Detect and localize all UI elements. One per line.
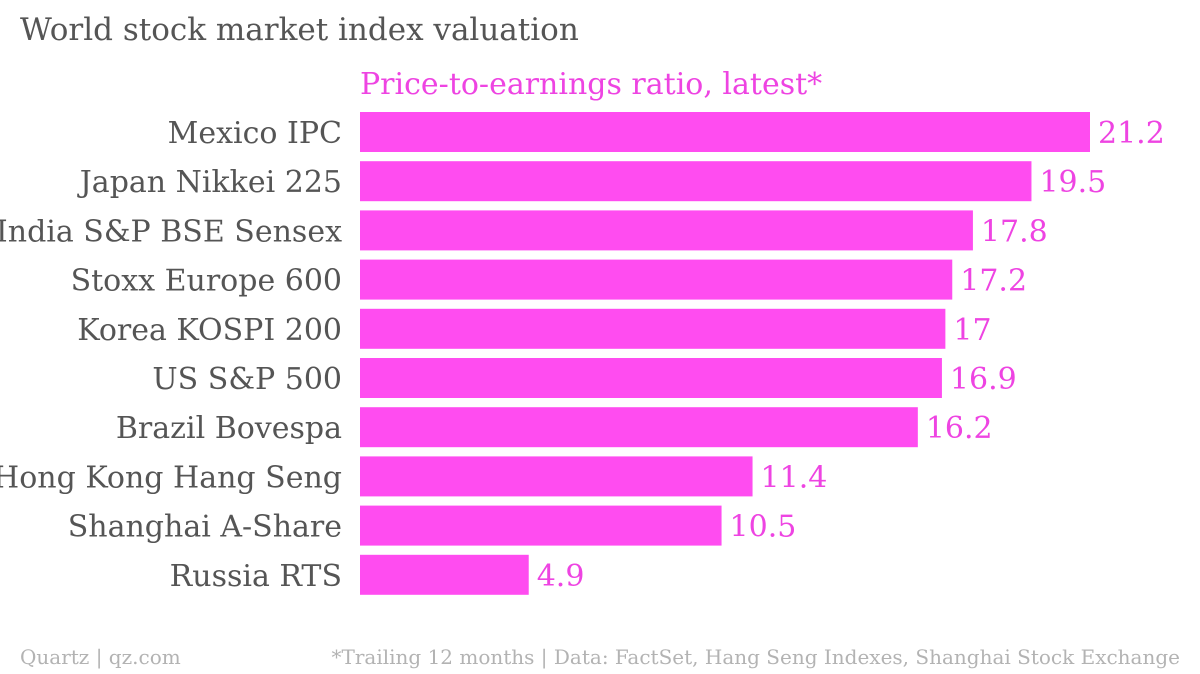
- bar: [360, 161, 1032, 202]
- value-label: 19.5: [1039, 165, 1106, 200]
- category-label: US S&P 500: [152, 362, 342, 397]
- value-label: 11.4: [761, 460, 828, 495]
- footer-note: *Trailing 12 months | Data: FactSet, Han…: [331, 645, 1180, 669]
- bar: [360, 456, 753, 497]
- category-label: Shanghai A-Share: [68, 510, 342, 545]
- value-label: 16.2: [926, 411, 993, 446]
- value-label: 10.5: [730, 510, 797, 545]
- series-title: Price-to-earnings ratio, latest*: [360, 67, 822, 102]
- value-label: 16.9: [950, 362, 1017, 397]
- category-label: India S&P BSE Sensex: [0, 214, 342, 249]
- bar: [360, 505, 722, 546]
- bar-row: Mexico IPC 21.2: [168, 112, 1165, 152]
- bar: [360, 112, 1090, 152]
- bar: [360, 210, 973, 251]
- bar-row: Japan Nikkei 225 19.5: [77, 161, 1106, 202]
- bar-row: Hong Kong Hang Seng 11.4: [0, 456, 828, 497]
- bar-row: India S&P BSE Sensex 17.8: [0, 210, 1048, 251]
- value-label: 21.2: [1098, 116, 1165, 151]
- bar: [360, 358, 942, 398]
- chart-title: World stock market index valuation: [20, 12, 579, 48]
- bar-row: Russia RTS 4.9: [170, 554, 585, 595]
- bar: [360, 554, 529, 595]
- footer-source-brand: Quartz | qz.com: [20, 645, 181, 669]
- value-label: 17.2: [960, 264, 1027, 299]
- bar-row: Shanghai A-Share 10.5: [68, 505, 797, 546]
- value-label: 17.8: [981, 214, 1048, 249]
- value-label: 17: [953, 313, 991, 348]
- bar: [360, 259, 953, 300]
- bar-row: Stoxx Europe 600 17.2: [71, 259, 1027, 300]
- category-label: Japan Nikkei 225: [77, 165, 342, 200]
- category-label: Hong Kong Hang Seng: [0, 460, 342, 495]
- category-label: Brazil Bovespa: [116, 411, 342, 446]
- bar-row: Brazil Bovespa 16.2: [116, 407, 993, 448]
- category-label: Stoxx Europe 600: [71, 264, 342, 299]
- category-label: Russia RTS: [170, 559, 342, 594]
- bar: [360, 308, 946, 349]
- bar-row: Korea KOSPI 200 17: [77, 308, 992, 349]
- value-label: 4.9: [537, 559, 585, 594]
- category-label: Korea KOSPI 200: [77, 313, 342, 348]
- bar-row: US S&P 500 16.9: [152, 358, 1017, 398]
- category-label: Mexico IPC: [168, 116, 342, 151]
- bar: [360, 407, 918, 448]
